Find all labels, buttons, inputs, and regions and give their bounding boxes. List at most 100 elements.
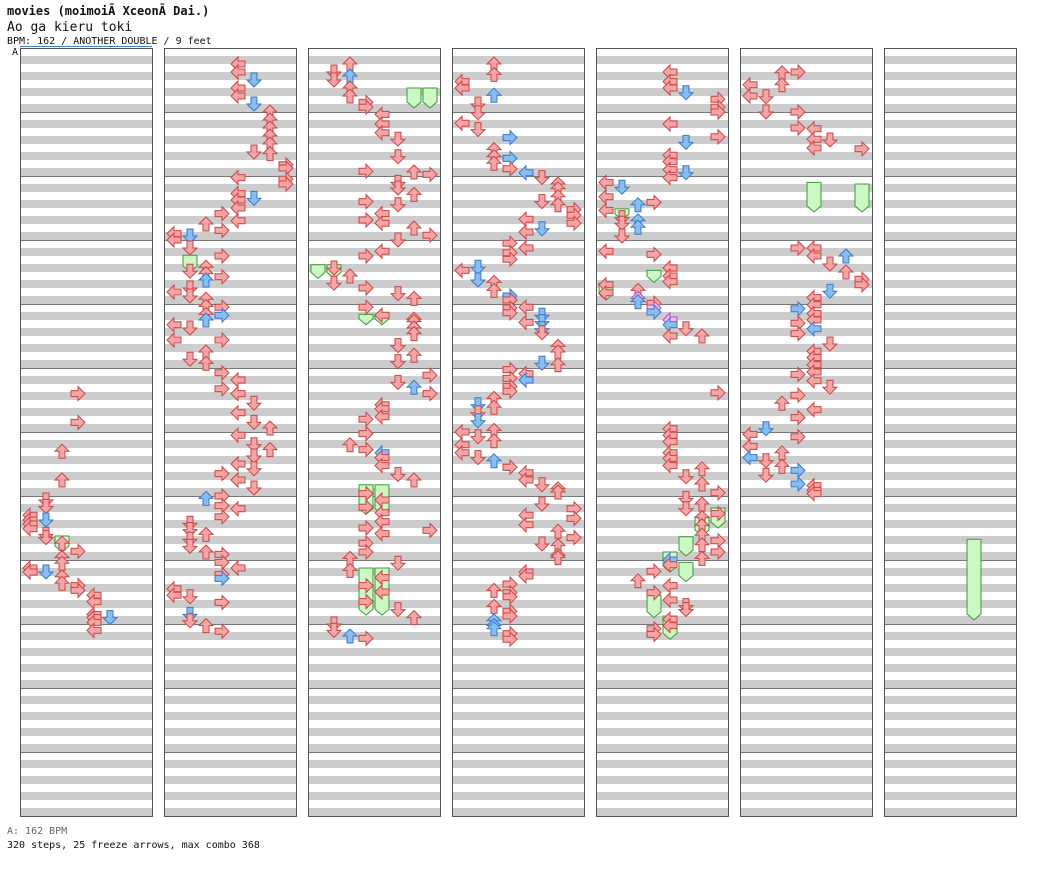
step-arrow — [22, 520, 38, 538]
step-arrow — [358, 162, 374, 180]
arrow-shape — [646, 584, 662, 602]
stripe-row — [740, 600, 872, 608]
step-arrow — [230, 559, 246, 577]
stripe-row — [596, 776, 728, 784]
step-arrow — [37, 512, 55, 528]
stripe-row — [308, 728, 440, 736]
arrow-shape — [693, 476, 711, 492]
arrow-shape — [662, 577, 678, 594]
arrow-shape — [821, 283, 839, 299]
step-arrow — [70, 414, 86, 431]
stripe-row — [452, 376, 584, 384]
arrow-shape — [166, 231, 182, 249]
step-arrow — [358, 425, 374, 442]
stripe-row — [884, 168, 1016, 176]
step-arrow — [485, 582, 503, 598]
arrow-shape — [197, 526, 215, 542]
arrow-shape — [405, 472, 423, 488]
step-arrow — [230, 371, 246, 389]
step-arrow — [245, 480, 263, 496]
step-arrow — [166, 316, 182, 334]
stripe-row — [308, 664, 440, 672]
arrow-shape — [662, 273, 678, 290]
step-arrow — [533, 536, 551, 552]
stripe-row — [884, 472, 1016, 480]
step-arrow — [646, 562, 662, 580]
stripe-row — [164, 696, 296, 704]
step-arrow — [646, 626, 662, 643]
arrow-shape — [693, 328, 711, 344]
arrow-shape — [358, 247, 374, 265]
arrow-shape — [613, 228, 631, 244]
step-arrow — [166, 231, 182, 249]
stripe-row — [20, 584, 152, 592]
arrow-shape — [197, 216, 215, 232]
stripe-row — [452, 568, 584, 576]
stripe-row — [740, 328, 872, 336]
arrow-shape — [422, 522, 438, 539]
arrow-shape — [422, 166, 438, 183]
step-arrow — [566, 510, 582, 527]
arrow-shape — [70, 542, 86, 560]
stripe-row — [308, 184, 440, 192]
step-arrow — [773, 458, 791, 474]
step-arrow — [773, 395, 791, 411]
stripe-row — [452, 664, 584, 672]
step-arrow — [469, 413, 487, 429]
step-arrow — [37, 564, 55, 580]
stripe-row — [164, 232, 296, 240]
stripe-row — [20, 120, 152, 128]
arrow-shape — [485, 621, 503, 637]
stripe-row — [452, 152, 584, 160]
arrow-shape — [374, 242, 390, 260]
stripe-row — [20, 312, 152, 320]
stripe-row — [164, 728, 296, 736]
step-arrow — [245, 414, 263, 431]
arrow-shape — [358, 410, 374, 428]
stripe-row — [596, 760, 728, 768]
step-arrow — [806, 401, 822, 418]
stripe-row — [596, 792, 728, 800]
arrow-shape — [677, 501, 695, 517]
step-arrow — [405, 472, 423, 488]
arrow-shape — [533, 221, 551, 237]
arrow-shape — [502, 630, 518, 648]
chart-column — [884, 48, 1017, 817]
step-arrow — [405, 220, 423, 236]
stripe-row — [596, 616, 728, 624]
step-arrow — [101, 610, 119, 626]
step-arrow — [598, 284, 614, 302]
arrow-shape — [485, 87, 503, 103]
step-arrow — [757, 89, 775, 105]
bpm-marker-line — [20, 46, 152, 47]
arrow-shape — [710, 484, 726, 502]
stripe-row — [164, 360, 296, 368]
stripe-row — [452, 472, 584, 480]
stripe-row — [20, 344, 152, 352]
stripe-row — [740, 184, 872, 192]
arrow-shape — [518, 471, 534, 489]
step-arrow — [422, 385, 438, 402]
stripe-row — [164, 328, 296, 336]
step-arrow — [230, 404, 246, 422]
step-arrow — [389, 374, 407, 391]
step-arrow — [757, 421, 775, 437]
stripe-row — [308, 440, 440, 448]
step-arrow — [629, 573, 647, 589]
arrow-shape — [533, 536, 551, 552]
step-arrow — [197, 216, 215, 232]
arrow-shape — [518, 298, 534, 316]
stripe-row — [308, 328, 440, 336]
arrow-shape — [662, 169, 678, 186]
step-arrow — [181, 263, 199, 279]
stripe-row — [596, 120, 728, 128]
arrow-shape — [358, 593, 374, 610]
step-arrow — [790, 409, 806, 426]
stripe-row — [308, 248, 440, 256]
stripe-row — [596, 344, 728, 352]
stripe-row — [20, 168, 152, 176]
stripe-row — [20, 424, 152, 432]
step-arrow — [613, 228, 631, 244]
step-arrow — [230, 169, 246, 186]
arrow-shape — [389, 354, 407, 370]
